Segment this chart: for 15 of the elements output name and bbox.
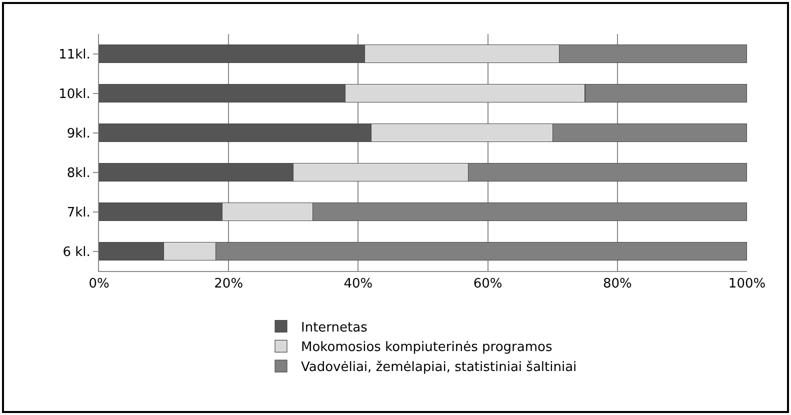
y-tick-label: 6 kl.	[62, 244, 90, 260]
legend-label: Internetas	[301, 320, 368, 336]
legend-label: Vadovėliai, žemėlapiai, statistiniai šaltiniai	[301, 360, 577, 376]
x-tick-label: 100%	[728, 276, 766, 292]
y-tick-label: 10kl.	[58, 86, 90, 102]
x-tick-label: 80%	[602, 276, 632, 292]
y-tick-label: 11kl.	[58, 47, 90, 62]
x-tick-label: 20%	[214, 276, 244, 292]
x-tick-label: 0%	[88, 276, 110, 292]
y-tick-label: 8kl.	[66, 166, 90, 181]
y-tick-label: 9kl.	[66, 126, 90, 142]
legend-label: Mokomosios kompiuterinės programos	[301, 340, 552, 356]
x-tick-label: 40%	[344, 276, 373, 292]
x-tick-label: 60%	[473, 276, 502, 292]
y-tick-label: 7kl.	[66, 205, 90, 220]
